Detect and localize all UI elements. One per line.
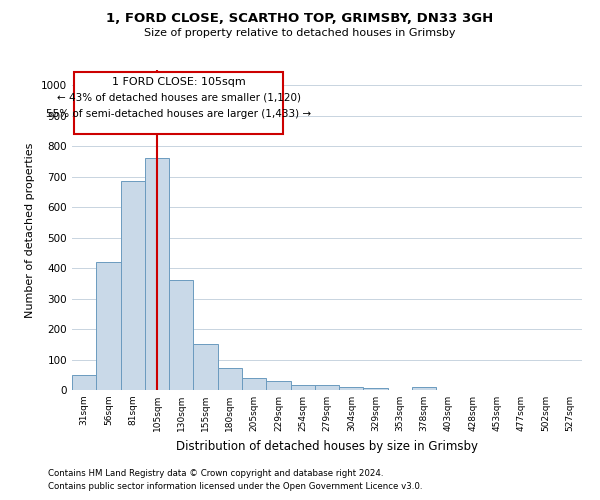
Bar [315,386,339,390]
Text: 1, FORD CLOSE, SCARTHO TOP, GRIMSBY, DN33 3GH: 1, FORD CLOSE, SCARTHO TOP, GRIMSBY, DN3… [106,12,494,26]
Text: 55% of semi-detached houses are larger (1,433) →: 55% of semi-detached houses are larger (… [46,109,311,119]
Text: 1 FORD CLOSE: 105sqm: 1 FORD CLOSE: 105sqm [112,77,246,87]
Bar [96,262,121,390]
Bar [290,384,315,390]
Bar [169,280,193,390]
Bar [412,387,436,390]
Bar [242,378,266,390]
Y-axis label: Number of detached properties: Number of detached properties [25,142,35,318]
Text: ← 43% of detached houses are smaller (1,120): ← 43% of detached houses are smaller (1,… [57,92,301,102]
Bar [218,368,242,390]
Bar [364,388,388,390]
Bar [145,158,169,390]
Bar [266,382,290,390]
Bar [193,344,218,390]
Bar [339,387,364,390]
Bar [72,375,96,390]
Text: Contains HM Land Registry data © Crown copyright and database right 2024.: Contains HM Land Registry data © Crown c… [48,468,383,477]
X-axis label: Distribution of detached houses by size in Grimsby: Distribution of detached houses by size … [176,440,478,452]
Bar [121,181,145,390]
Bar [74,72,283,134]
Text: Size of property relative to detached houses in Grimsby: Size of property relative to detached ho… [144,28,456,38]
Text: Contains public sector information licensed under the Open Government Licence v3: Contains public sector information licen… [48,482,422,491]
